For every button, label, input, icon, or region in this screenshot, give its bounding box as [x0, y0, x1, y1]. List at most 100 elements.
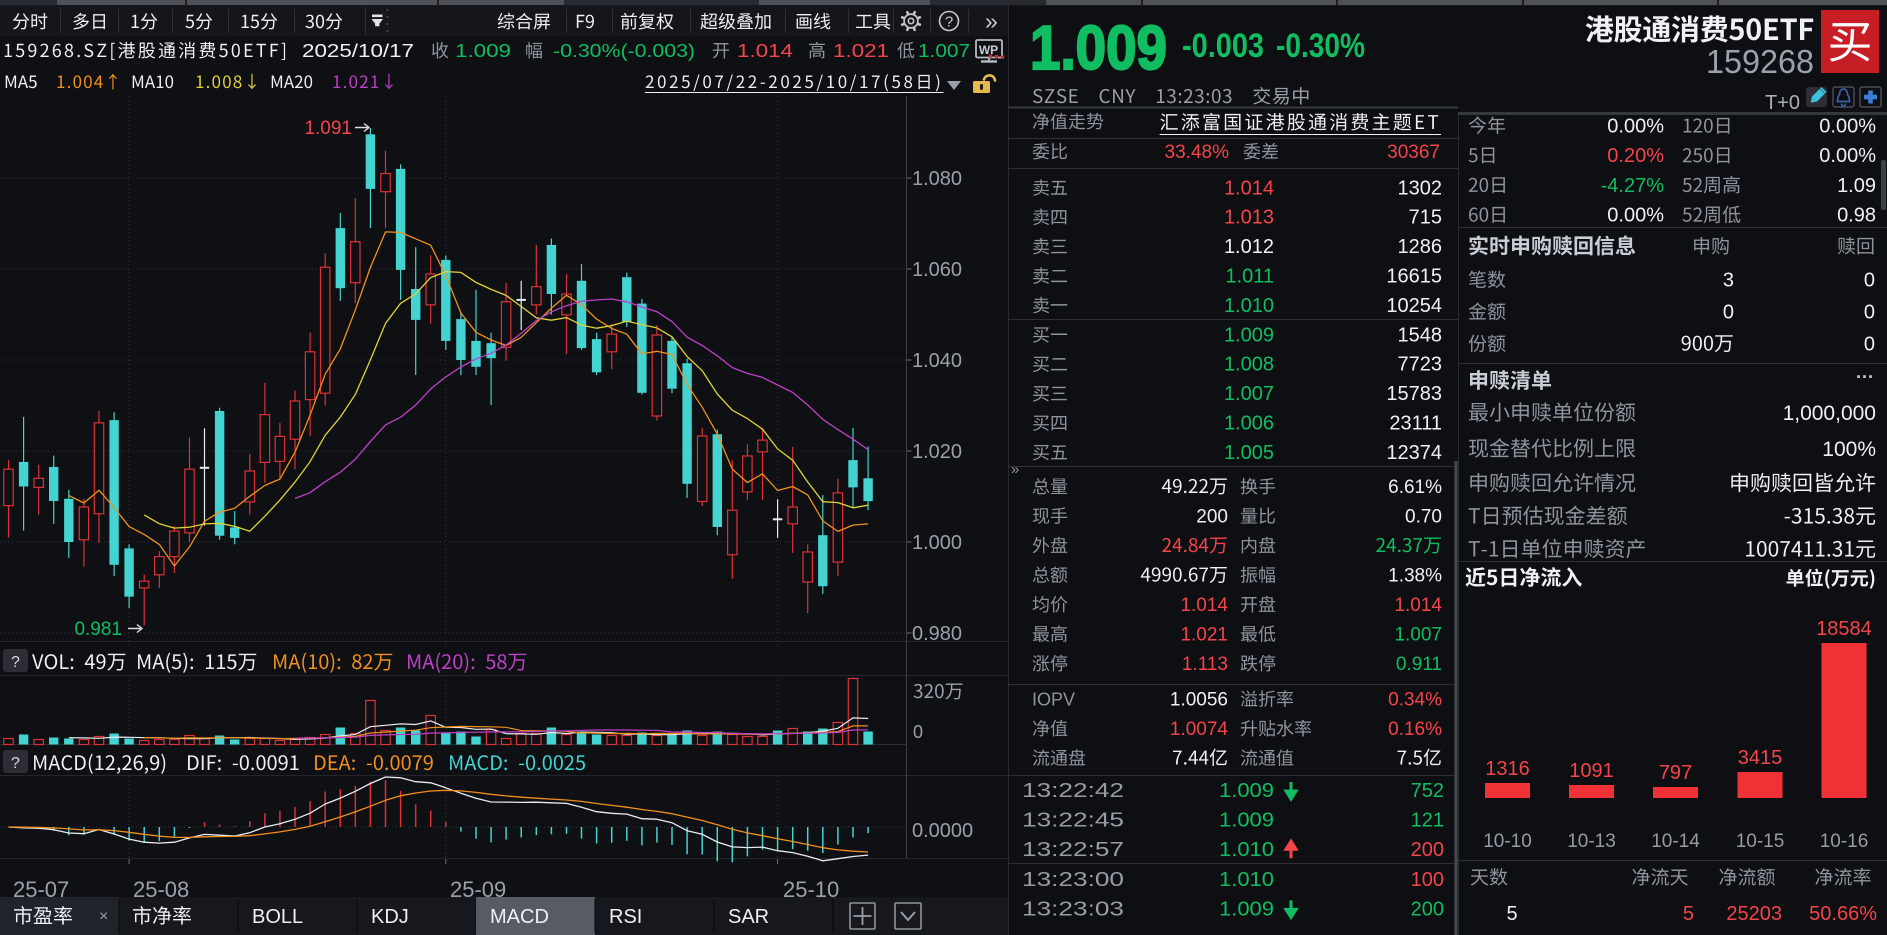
svg-text:1.09: 1.09	[1837, 175, 1876, 197]
svg-text:16615: 16615	[1386, 266, 1442, 288]
svg-text:121: 121	[1411, 810, 1444, 832]
svg-text:13:22:57: 13:22:57	[1022, 839, 1124, 861]
svg-text:1.060: 1.060	[912, 259, 962, 281]
svg-text:200: 200	[1196, 507, 1228, 528]
svg-text:1.009: 1.009	[1219, 810, 1274, 832]
svg-text:100: 100	[1411, 869, 1444, 891]
svg-text:1.021: 1.021	[1180, 625, 1228, 646]
svg-text:10-14: 10-14	[1651, 831, 1700, 852]
svg-text:200: 200	[1411, 898, 1444, 920]
svg-text:13:22:45: 13:22:45	[1022, 810, 1124, 832]
svg-text:200: 200	[1411, 839, 1444, 861]
svg-text:13:22:42: 13:22:42	[1022, 780, 1124, 802]
svg-text:0: 0	[1864, 334, 1875, 356]
svg-text:159268: 159268	[1706, 43, 1814, 80]
svg-text:1.009: 1.009	[1219, 898, 1274, 920]
svg-text:KDJ: KDJ	[371, 906, 409, 928]
svg-text:1316: 1316	[1485, 758, 1530, 780]
svg-text:0.911: 0.911	[1396, 654, 1442, 675]
svg-text:1.010: 1.010	[1219, 839, 1274, 861]
svg-text:0.16%: 0.16%	[1388, 719, 1442, 740]
svg-text:3415: 3415	[1738, 747, 1783, 769]
svg-text:715: 715	[1409, 207, 1442, 229]
svg-text:33.48%: 33.48%	[1165, 142, 1230, 163]
svg-text:IOPV: IOPV	[1032, 690, 1075, 710]
svg-text:10-10: 10-10	[1483, 831, 1532, 852]
svg-text:1.007: 1.007	[1224, 383, 1274, 405]
svg-text:1.012: 1.012	[1224, 236, 1274, 258]
svg-text:1.014: 1.014	[1224, 177, 1274, 199]
svg-text:?: ?	[11, 654, 20, 671]
svg-text:-0.30%(-0.003): -0.30%(-0.003)	[553, 41, 695, 61]
svg-text:1.38%: 1.38%	[1388, 566, 1442, 587]
svg-text:1,000,000: 1,000,000	[1783, 402, 1876, 425]
svg-text:10-15: 10-15	[1736, 831, 1785, 852]
svg-text:BOLL: BOLL	[252, 906, 303, 928]
svg-text:T+0: T+0	[1765, 92, 1800, 114]
svg-text:5: 5	[1683, 903, 1694, 925]
svg-text:0.981: 0.981	[74, 619, 122, 640]
svg-text:WP: WP	[979, 43, 998, 57]
svg-text:0.00%: 0.00%	[1607, 205, 1664, 227]
svg-text:1.014: 1.014	[1180, 595, 1228, 616]
svg-text:3: 3	[1723, 270, 1734, 292]
svg-text:»: »	[985, 8, 998, 34]
svg-text:2025/10/17: 2025/10/17	[302, 41, 414, 61]
svg-text:0.00%: 0.00%	[1607, 116, 1664, 138]
svg-text:1.0056: 1.0056	[1170, 690, 1228, 711]
svg-text:-0.30%: -0.30%	[1276, 27, 1365, 65]
svg-text:1.091: 1.091	[304, 118, 352, 139]
svg-text:1.010: 1.010	[1219, 869, 1274, 891]
svg-text:15783: 15783	[1386, 383, 1442, 405]
svg-text:752: 752	[1411, 780, 1444, 802]
svg-text:797: 797	[1659, 762, 1692, 784]
svg-text:0.98: 0.98	[1837, 205, 1876, 227]
svg-text:0.70: 0.70	[1405, 507, 1442, 528]
svg-text:12374: 12374	[1386, 442, 1442, 464]
svg-text:1091: 1091	[1569, 760, 1614, 782]
svg-text:-0.003: -0.003	[1182, 27, 1264, 65]
svg-text:RSI: RSI	[609, 906, 642, 928]
svg-text:1.009: 1.009	[1224, 324, 1274, 346]
svg-text:0.34%: 0.34%	[1388, 690, 1442, 711]
svg-text:1.113: 1.113	[1182, 654, 1228, 675]
svg-text:1.0074: 1.0074	[1170, 719, 1229, 740]
svg-text:6.61%: 6.61%	[1388, 477, 1442, 498]
svg-text:1.014: 1.014	[737, 41, 793, 61]
svg-text:1.011: 1.011	[1225, 266, 1274, 288]
svg-text:7723: 7723	[1398, 354, 1443, 376]
svg-text:1548: 1548	[1398, 324, 1443, 346]
svg-text:1.007: 1.007	[1394, 625, 1442, 646]
svg-text:1.009: 1.009	[1219, 780, 1274, 802]
svg-text:1.007: 1.007	[918, 41, 970, 61]
svg-text:1.009: 1.009	[1030, 14, 1167, 83]
svg-text:0.00%: 0.00%	[1819, 145, 1876, 167]
svg-text:1.020: 1.020	[912, 441, 962, 463]
svg-text:50.66%: 50.66%	[1809, 903, 1877, 925]
svg-text:25203: 25203	[1726, 903, 1782, 925]
svg-text:1.008: 1.008	[1224, 354, 1274, 376]
svg-text:×: ×	[99, 908, 108, 925]
svg-text:1302: 1302	[1398, 177, 1443, 199]
svg-text:0: 0	[1864, 270, 1875, 292]
svg-text:0.20%: 0.20%	[1607, 145, 1664, 167]
svg-text:0.00%: 0.00%	[1819, 116, 1876, 138]
svg-text:0: 0	[1864, 302, 1875, 324]
svg-text:1286: 1286	[1398, 236, 1443, 258]
svg-text:10-16: 10-16	[1820, 831, 1869, 852]
svg-text:1.021: 1.021	[833, 41, 889, 61]
svg-text:0.0000: 0.0000	[912, 820, 973, 842]
svg-text:10-13: 10-13	[1567, 831, 1616, 852]
svg-text:1.014: 1.014	[1394, 595, 1442, 616]
svg-text:1.013: 1.013	[1224, 207, 1274, 229]
svg-text:···: ···	[1856, 367, 1874, 387]
svg-text:0.980: 0.980	[912, 623, 962, 645]
svg-text:13:23:03: 13:23:03	[1022, 898, 1124, 920]
svg-text:23111: 23111	[1389, 413, 1442, 435]
svg-text:1.005: 1.005	[1224, 442, 1274, 464]
svg-text:1.009: 1.009	[455, 41, 511, 61]
svg-text:SAR: SAR	[728, 906, 769, 928]
svg-text:0: 0	[913, 722, 923, 742]
svg-text:?: ?	[11, 755, 20, 772]
svg-text:0: 0	[1723, 302, 1734, 324]
